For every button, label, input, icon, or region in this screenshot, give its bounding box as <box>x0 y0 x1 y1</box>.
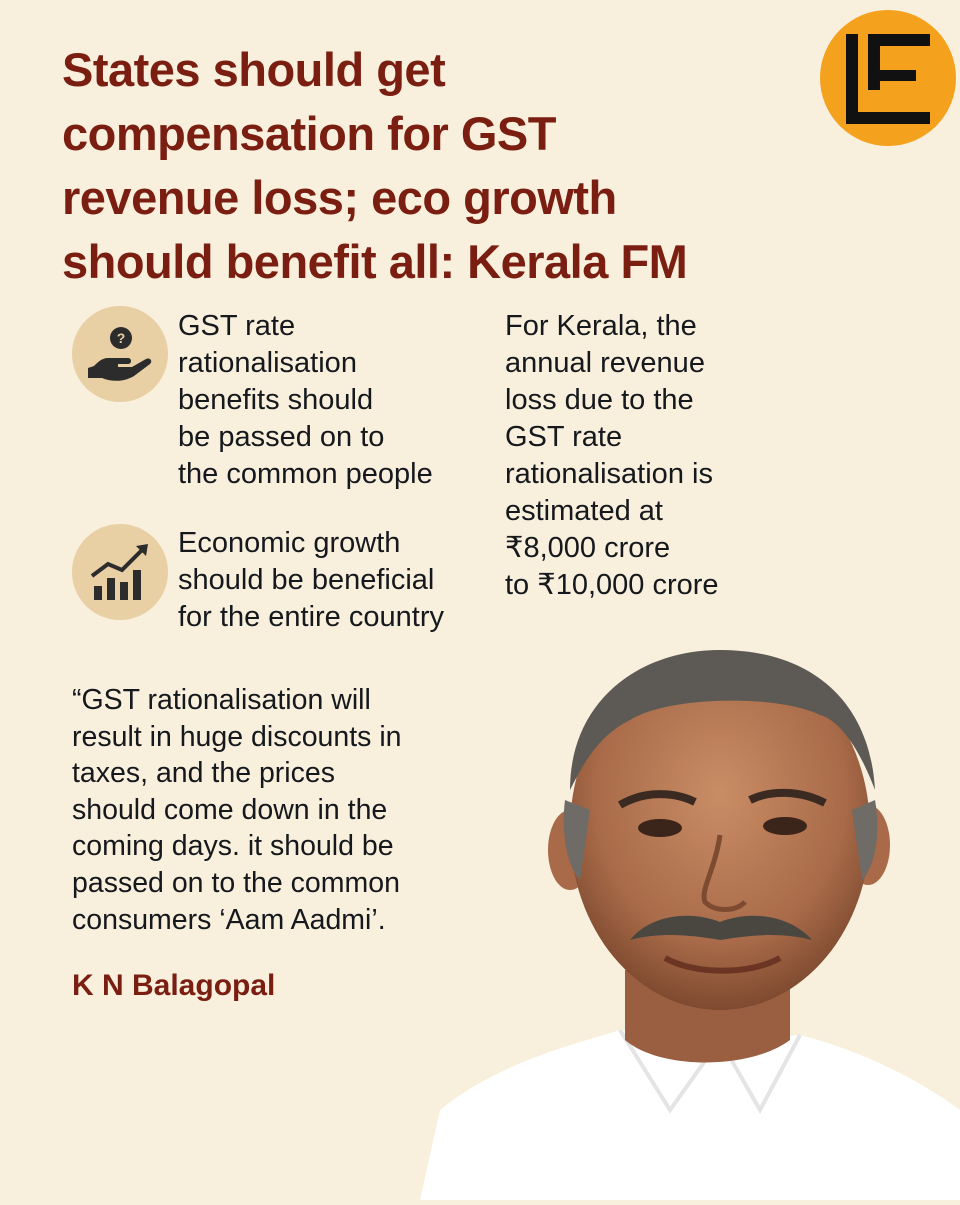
quote-author: K N Balagopal <box>72 969 276 1002</box>
stat-line: annual revenue <box>505 347 705 379</box>
stat-line: rationalisation is <box>505 458 713 490</box>
stat-line: loss due to the <box>505 384 694 416</box>
point-line: benefits should <box>178 384 374 416</box>
headline-line: States should get <box>62 43 446 96</box>
point-line: the common people <box>178 458 433 490</box>
revenue-loss-stat: For Kerala, the annual revenue loss due … <box>505 308 719 604</box>
stat-line: GST rate <box>505 421 623 453</box>
quote-line: should come down in the <box>72 793 388 826</box>
headline-line: revenue loss; eco growth <box>62 171 617 224</box>
hand-question-icon: ? <box>72 306 168 402</box>
point-line: Economic growth <box>178 527 401 559</box>
stat-line: For Kerala, the <box>505 310 697 342</box>
e-logo-icon <box>820 10 956 146</box>
point-growth: Economic growth should be beneficial for… <box>178 525 444 636</box>
quote-line: passed on to the common <box>72 866 400 899</box>
stat-line: estimated at <box>505 495 663 527</box>
point-line: GST rate <box>178 310 296 342</box>
point-line: be passed on to <box>178 421 385 453</box>
portrait-photo <box>420 640 960 1200</box>
point-line: rationalisation <box>178 347 357 379</box>
quote-line: result in huge discounts in <box>72 720 402 753</box>
headline-line: compensation for GST <box>62 107 557 160</box>
point-passed-on: GST rate rationalisation benefits should… <box>178 308 433 493</box>
headline: States should get compensation for GST r… <box>62 38 792 294</box>
svg-text:?: ? <box>117 330 126 346</box>
quote-line: taxes, and the prices <box>72 757 335 790</box>
stat-line: ₹8,000 crore <box>505 532 671 564</box>
quote-line: consumers ‘Aam Aadmi’. <box>72 903 386 936</box>
headline-line: should benefit all: Kerala FM <box>62 235 688 288</box>
point-line: should be beneficial <box>178 564 435 596</box>
stat-line: to ₹10,000 crore <box>505 569 719 601</box>
point-line: for the entire country <box>178 601 444 633</box>
quote-line: “GST rationalisation will <box>72 684 371 716</box>
quote-line: coming days. it should be <box>72 830 394 863</box>
growth-chart-icon <box>72 524 168 620</box>
quote: “GST rationalisation will result in huge… <box>72 682 402 938</box>
